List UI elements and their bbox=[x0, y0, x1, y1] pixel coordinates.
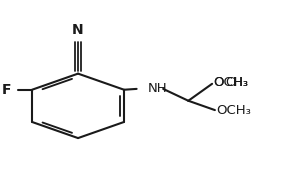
Text: NH: NH bbox=[148, 82, 167, 95]
Text: OCH₃: OCH₃ bbox=[216, 104, 251, 117]
Text: N: N bbox=[72, 23, 84, 37]
Text: OCH₃: OCH₃ bbox=[214, 76, 248, 89]
Text: O: O bbox=[214, 76, 224, 89]
Text: CH₃: CH₃ bbox=[226, 76, 249, 89]
Text: F: F bbox=[1, 83, 11, 97]
